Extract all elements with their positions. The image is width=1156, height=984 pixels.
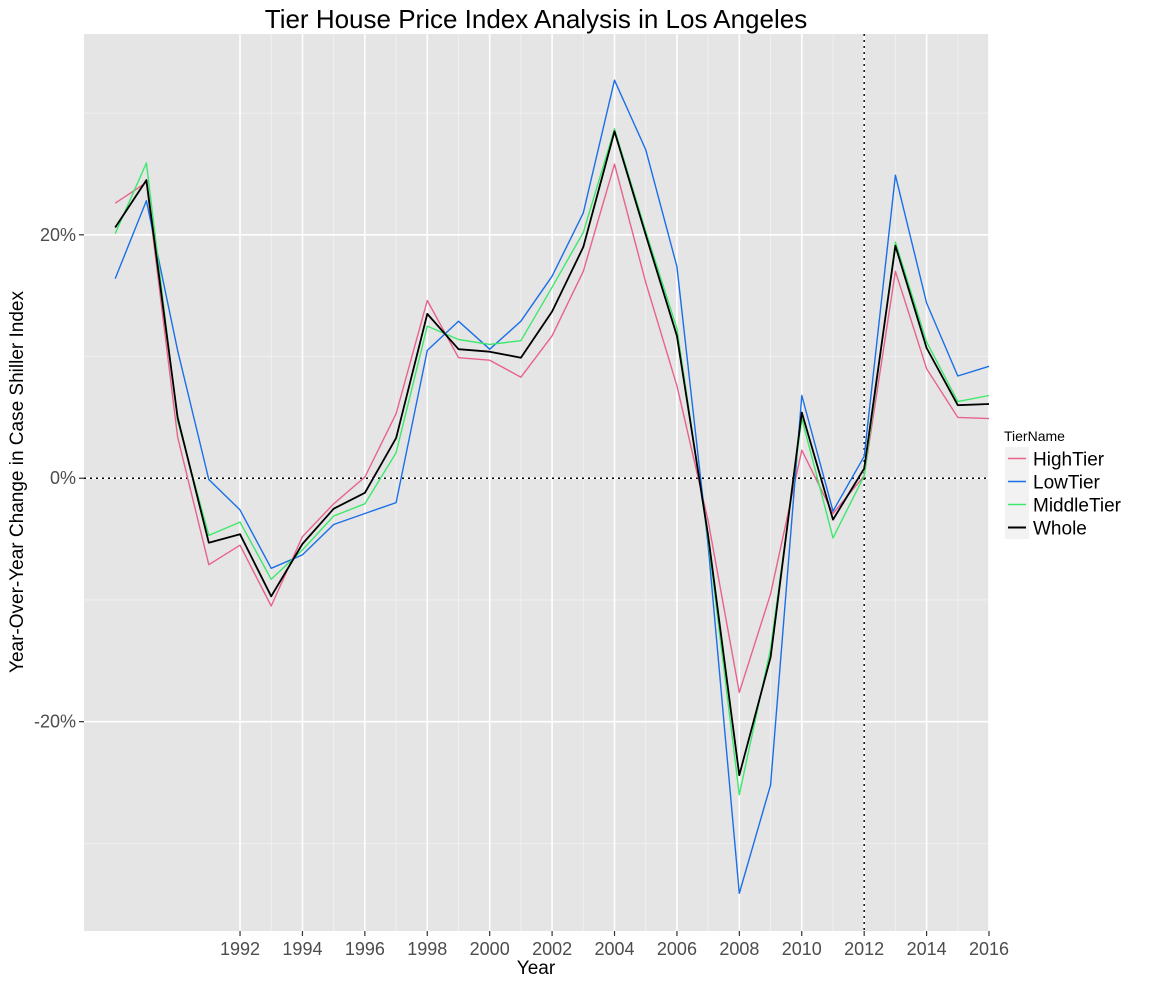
minor-gridlines xyxy=(84,34,989,931)
x-tick-label: 2004 xyxy=(594,939,634,959)
y-tick-label: 20% xyxy=(40,225,76,245)
x-axis: 1992 1994 1996 1998 2000 2002 2004 2006 2008 2010… xyxy=(220,931,1009,959)
chart-title: Tier House Price Index Analysis in Los A… xyxy=(265,4,807,34)
legend-label-lowtier: LowTier xyxy=(1033,473,1101,494)
x-tick-label: 2002 xyxy=(532,939,572,959)
y-tick-label: -20% xyxy=(34,712,76,732)
x-tick-label: 1994 xyxy=(282,939,322,959)
x-axis-title: Year xyxy=(517,958,556,979)
legend-label-hightier: HighTier xyxy=(1033,450,1105,471)
legend-title: TierName xyxy=(1004,428,1065,444)
x-tick-label: 2000 xyxy=(470,939,510,959)
x-tick-label: 2016 xyxy=(969,939,1009,959)
y-axis-title: Year-Over-Year Change in Case Shiller In… xyxy=(7,291,28,673)
series-line-whole xyxy=(114,130,990,777)
y-tick-label: 0% xyxy=(50,468,76,488)
x-tick-label: 2010 xyxy=(782,939,822,959)
x-tick-label: 1996 xyxy=(345,939,385,959)
x-tick-label: 2008 xyxy=(719,939,759,959)
series-line-middletier xyxy=(114,128,990,796)
series-line-lowtier xyxy=(114,79,990,894)
legend-label-middletier: MiddleTier xyxy=(1033,496,1122,517)
x-tick-label: 1998 xyxy=(407,939,447,959)
x-tick-label: 2006 xyxy=(657,939,697,959)
x-tick-label: 2012 xyxy=(844,939,884,959)
reference-lines xyxy=(84,34,989,931)
y-axis: -20% 0% 20% xyxy=(34,225,84,732)
legend-label-whole: Whole xyxy=(1033,519,1087,540)
x-tick-label: 1992 xyxy=(220,939,260,959)
x-tick-label: 2014 xyxy=(907,939,947,959)
plot-panel xyxy=(84,34,989,931)
series-lines xyxy=(114,79,990,894)
